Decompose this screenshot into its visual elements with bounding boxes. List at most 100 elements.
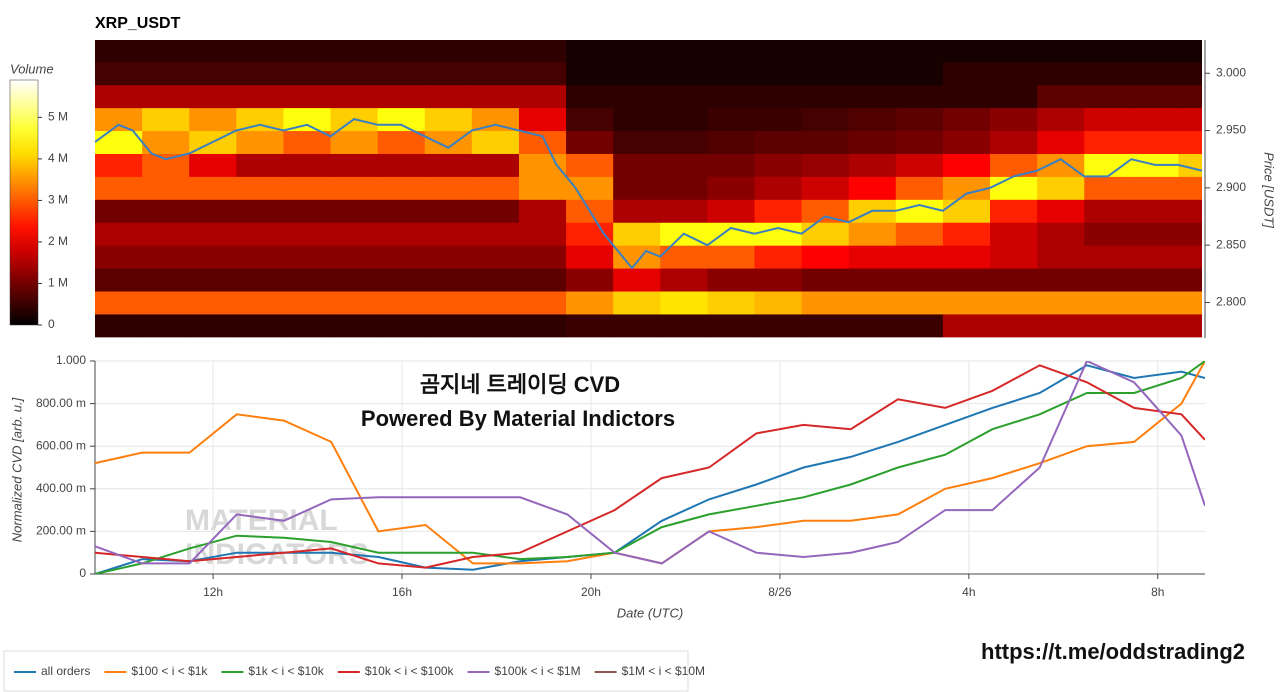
heat-cell: [189, 40, 237, 63]
x-axis-title: Date (UTC): [617, 605, 683, 620]
heat-cell: [424, 291, 473, 315]
heat-cell: [1178, 107, 1202, 132]
legend-label: $100 < i < $1k: [131, 664, 208, 678]
heat-cell: [848, 84, 897, 109]
heat-cell: [424, 199, 473, 223]
heat-cell: [142, 268, 190, 292]
heat-cell: [990, 199, 1038, 223]
heat-cell: [377, 313, 426, 338]
heat-cell: [942, 291, 991, 315]
heat-cell: [236, 40, 284, 63]
heat-cell: [236, 291, 284, 315]
heat-cell: [707, 176, 755, 200]
heat-cell: [330, 313, 379, 338]
heat-cell: [848, 153, 897, 177]
heat-cell: [283, 130, 332, 154]
heat-cell: [424, 84, 473, 109]
heat-cell: [236, 61, 284, 86]
heat-cell: [895, 40, 944, 63]
heat-cell: [283, 61, 332, 86]
heat-cell: [330, 153, 379, 177]
heat-cell: [95, 222, 143, 246]
heat-cell: [95, 291, 143, 315]
heat-cell: [942, 313, 991, 338]
heat-cell: [990, 313, 1038, 338]
heat-cell: [1084, 130, 1132, 154]
heat-cell: [990, 222, 1038, 246]
heat-cell: [330, 291, 379, 315]
heat-cell: [95, 313, 143, 338]
heat-cell: [95, 268, 143, 292]
heat-cell: [566, 222, 614, 246]
heat-cell: [660, 153, 708, 177]
heat-cell: [1084, 313, 1132, 338]
heat-cell: [1178, 153, 1202, 177]
heat-cell: [471, 245, 520, 269]
x-tick-label: 8h: [1151, 585, 1164, 599]
heat-cell: [1178, 222, 1202, 246]
heat-cell: [942, 61, 991, 86]
heat-cell: [990, 245, 1038, 269]
heat-cell: [189, 107, 237, 132]
y-tick-label: 400.00 m: [36, 481, 86, 495]
heat-cell: [990, 176, 1038, 200]
heat-cell: [707, 40, 755, 63]
heat-cell: [1084, 84, 1132, 109]
heat-cell: [424, 245, 473, 269]
heat-cell: [518, 84, 567, 109]
heat-cell: [1037, 153, 1085, 177]
legend-label: $1M < i < $10M: [622, 664, 705, 678]
heat-cell: [613, 176, 661, 200]
heat-cell: [377, 40, 426, 63]
heat-cell: [754, 222, 803, 246]
heat-cell: [142, 245, 190, 269]
heat-cell: [754, 40, 803, 63]
y-tick-label: 600.00 m: [36, 438, 86, 452]
heat-cell: [754, 153, 803, 177]
heat-cell: [1084, 199, 1132, 223]
heat-cell: [1084, 107, 1132, 132]
heat-cell: [754, 107, 803, 132]
heat-cell: [283, 199, 332, 223]
heat-cell: [895, 176, 944, 200]
heat-cell: [1084, 61, 1132, 86]
heat-cell: [707, 313, 755, 338]
heat-cell: [990, 61, 1038, 86]
heat-cell: [518, 313, 567, 338]
heat-cell: [754, 291, 803, 315]
heat-cell: [754, 313, 803, 338]
heat-cell: [754, 199, 803, 223]
heat-cell: [848, 176, 897, 200]
heat-cell: [471, 222, 520, 246]
heat-cell: [330, 199, 379, 223]
heat-cell: [1178, 61, 1202, 86]
heat-cell: [613, 291, 661, 315]
heat-cell: [1131, 268, 1179, 292]
heat-cell: [707, 153, 755, 177]
heat-cell: [142, 61, 190, 86]
heat-cell: [236, 245, 284, 269]
heat-cell: [283, 268, 332, 292]
heat-cell: [848, 313, 897, 338]
legend-label: $10k < i < $100k: [365, 664, 455, 678]
heat-cell: [518, 153, 567, 177]
heat-cell: [660, 245, 708, 269]
heat-cell: [848, 268, 897, 292]
heat-cell: [754, 176, 803, 200]
heat-cell: [848, 291, 897, 315]
heat-cell: [942, 199, 991, 223]
heat-cell: [424, 107, 473, 132]
heat-cell: [1131, 199, 1179, 223]
heat-cell: [942, 176, 991, 200]
heat-cell: [283, 84, 332, 109]
heat-cell: [377, 84, 426, 109]
heat-cell: [1037, 245, 1085, 269]
heat-cell: [566, 130, 614, 154]
heat-cell: [471, 61, 520, 86]
heat-cell: [471, 268, 520, 292]
heat-cell: [754, 61, 803, 86]
heat-cell: [471, 176, 520, 200]
heat-cell: [471, 199, 520, 223]
heat-cell: [95, 107, 143, 132]
heat-cell: [613, 222, 661, 246]
